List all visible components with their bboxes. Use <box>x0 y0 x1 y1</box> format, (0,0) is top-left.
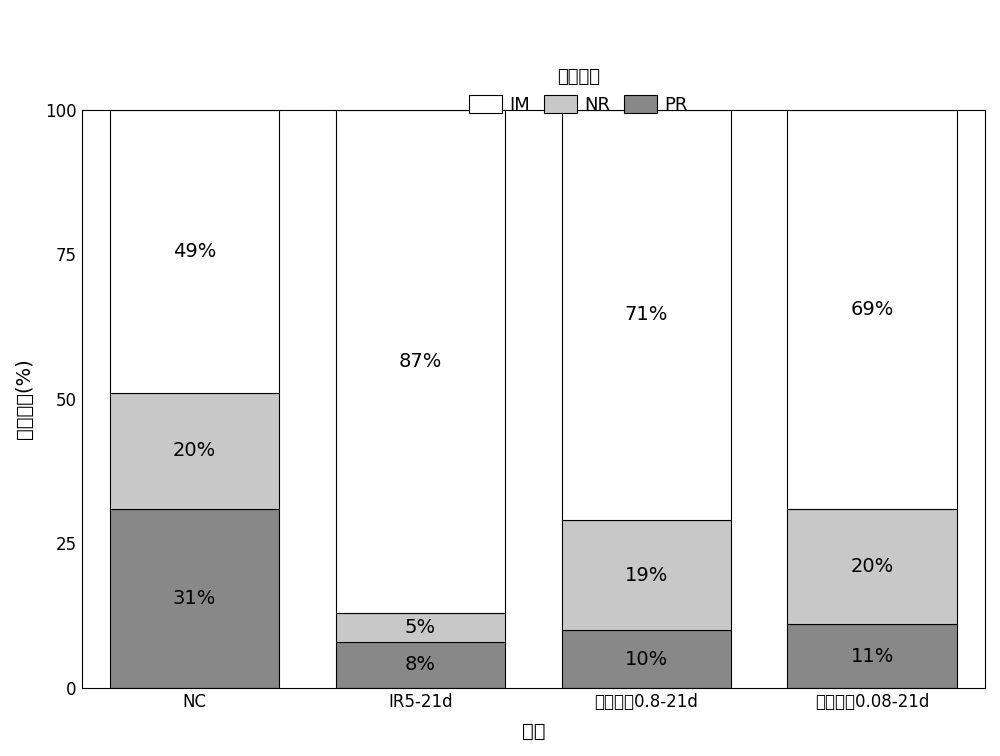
X-axis label: 组别: 组别 <box>522 722 545 741</box>
Bar <box>110 509 279 688</box>
Text: 49%: 49% <box>173 242 216 261</box>
Bar <box>336 642 505 688</box>
Legend: IM, NR, PR: IM, NR, PR <box>462 60 695 122</box>
Text: 5%: 5% <box>405 618 436 637</box>
Bar <box>562 110 731 520</box>
Bar <box>110 393 279 509</box>
Text: 71%: 71% <box>625 305 668 324</box>
Bar <box>336 110 505 613</box>
Bar <box>562 520 731 631</box>
Bar <box>562 631 731 688</box>
Bar <box>336 613 505 642</box>
Text: 31%: 31% <box>173 589 216 608</box>
Text: 20%: 20% <box>850 557 894 576</box>
Text: 87%: 87% <box>399 352 442 370</box>
Y-axis label: 百分比例(%): 百分比例(%) <box>15 358 34 439</box>
Text: 20%: 20% <box>173 442 216 460</box>
Bar <box>787 509 957 624</box>
Text: 19%: 19% <box>625 565 668 584</box>
Text: 10%: 10% <box>625 649 668 668</box>
Text: 11%: 11% <box>850 646 894 666</box>
Bar <box>110 110 279 393</box>
Bar <box>787 624 957 688</box>
Bar <box>787 110 957 509</box>
Text: 8%: 8% <box>405 655 436 674</box>
Text: 69%: 69% <box>850 299 894 318</box>
